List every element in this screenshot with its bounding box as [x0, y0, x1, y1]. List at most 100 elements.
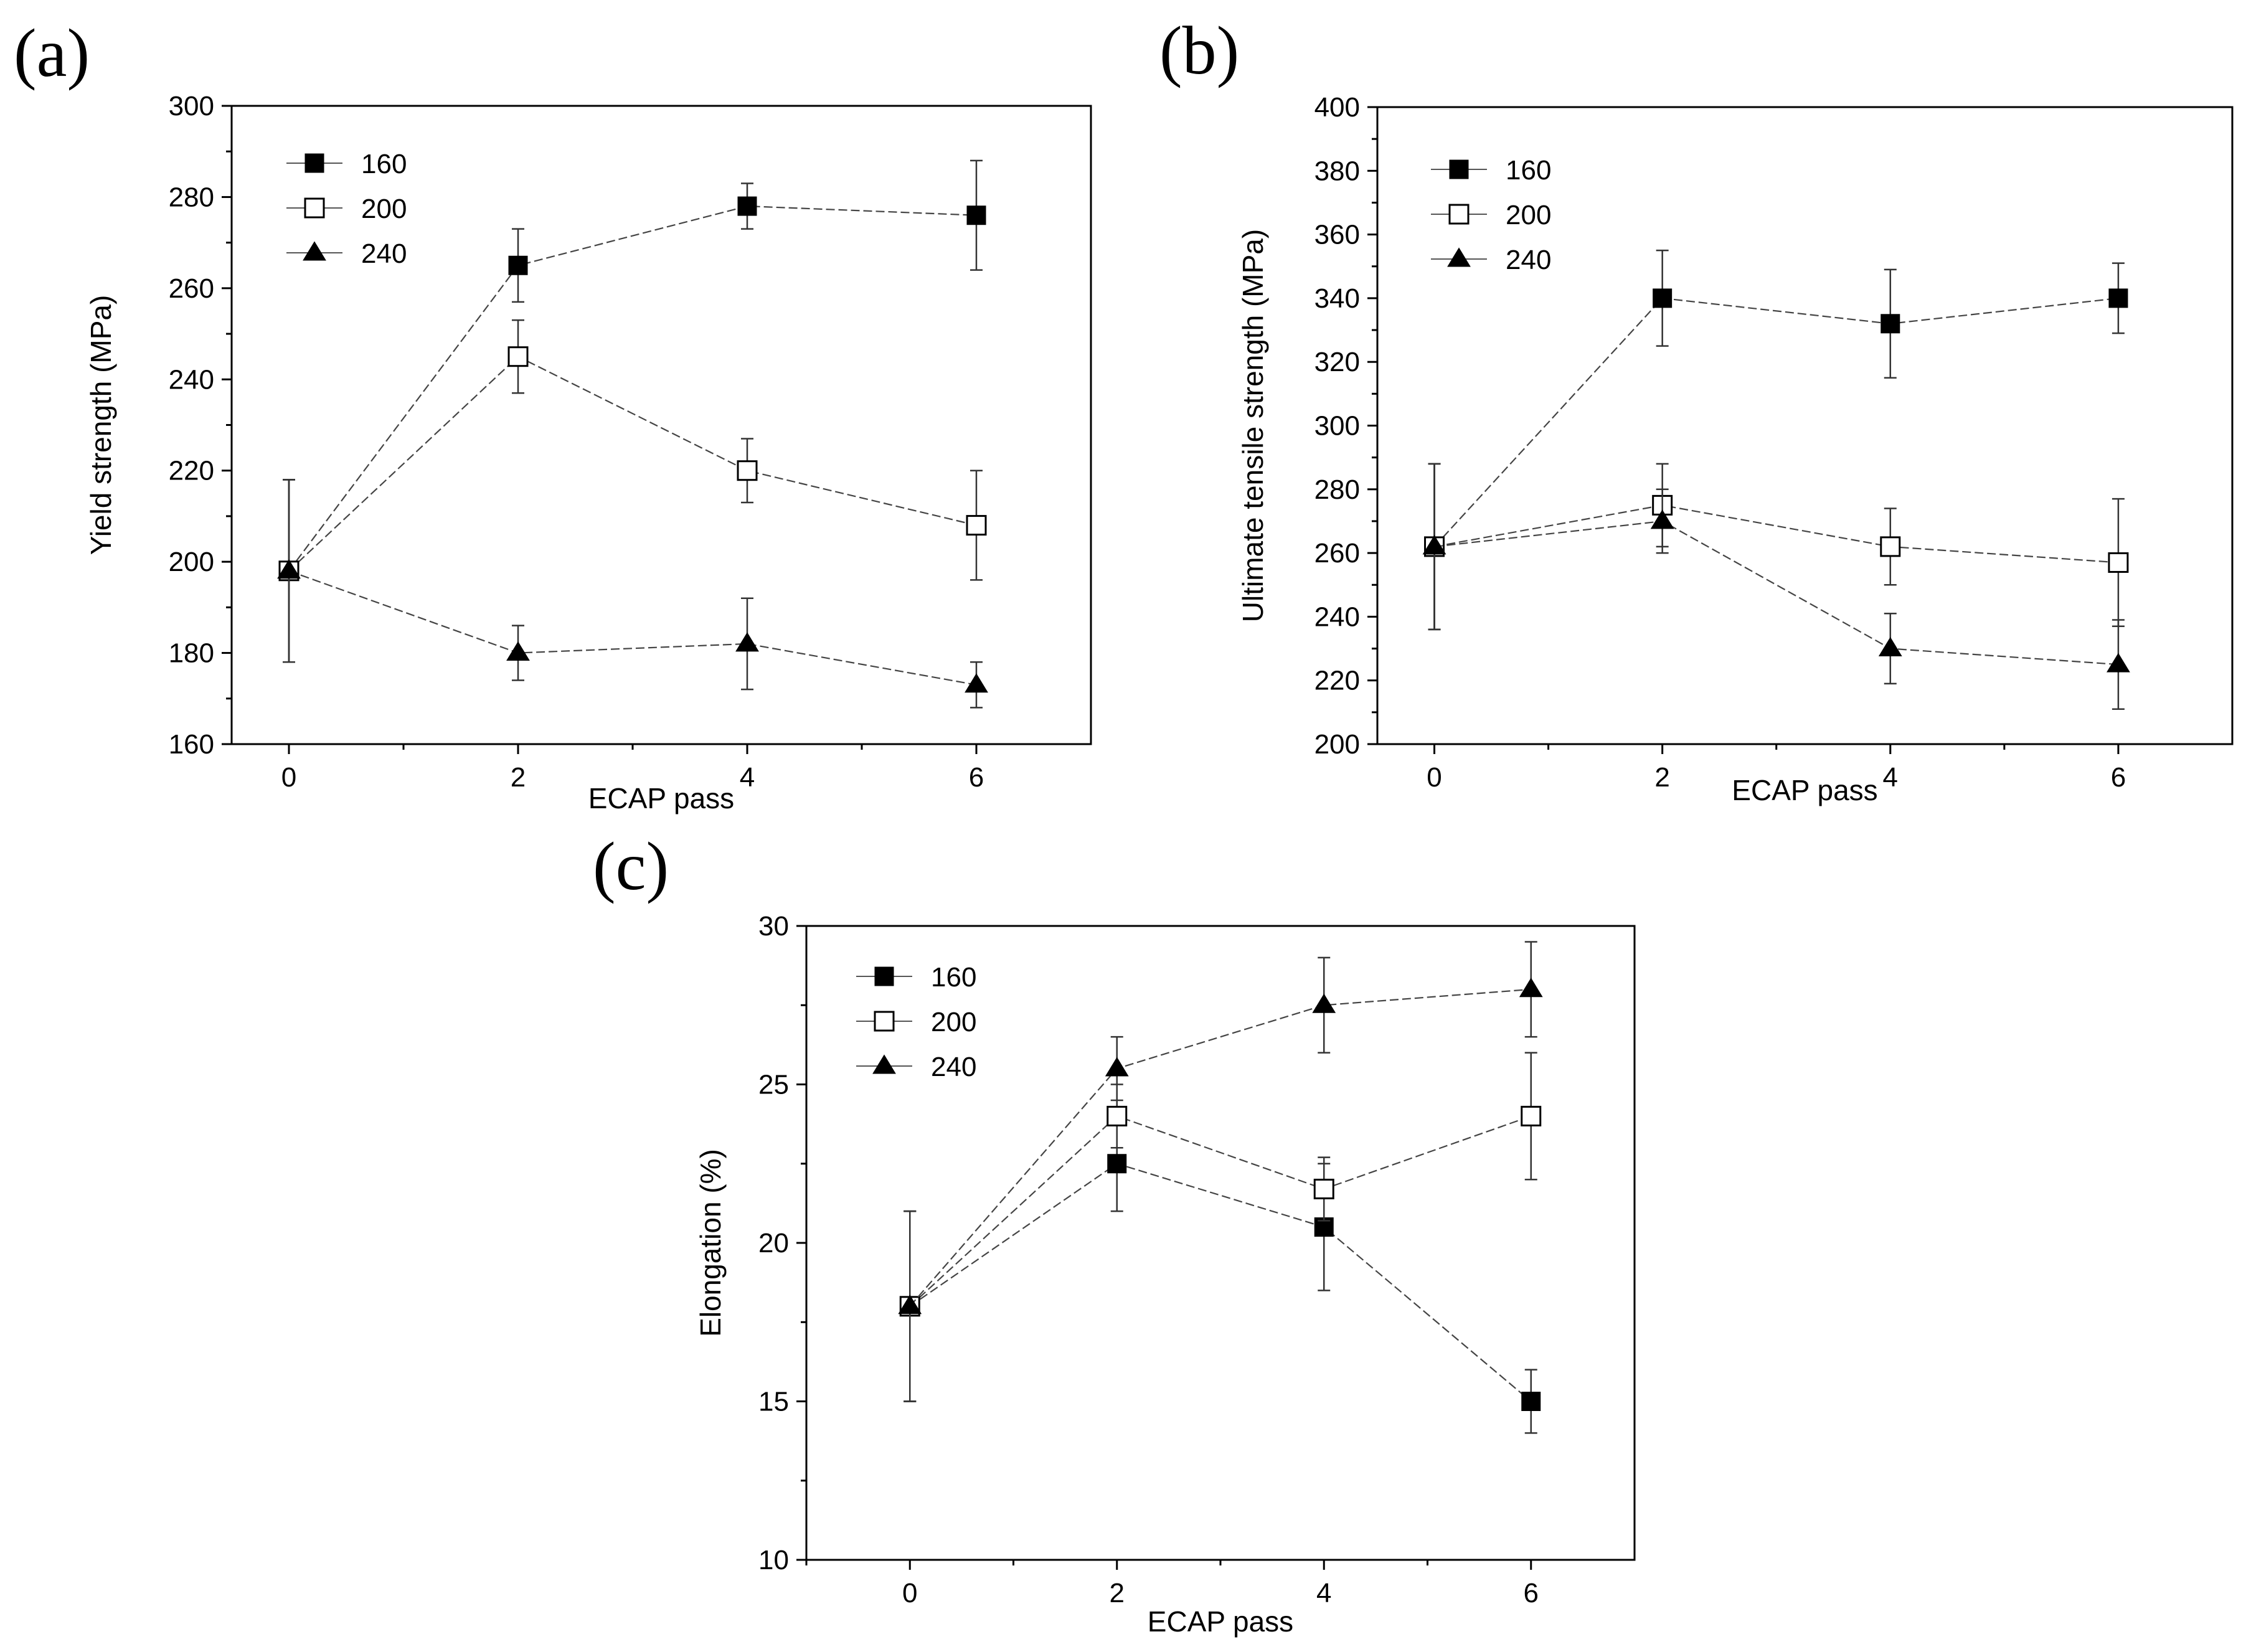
legend-marker — [1449, 159, 1469, 179]
data-point — [2108, 552, 2129, 573]
legend: 160 200 240 — [1431, 155, 1551, 275]
y-tick-label: 240 — [169, 364, 214, 395]
y-axis-title: Ultimate tensile strength (MPa) — [1237, 229, 1269, 622]
y-tick-label: 280 — [1314, 474, 1360, 505]
data-point — [1105, 1057, 1129, 1077]
panel-label: (a) — [14, 15, 90, 91]
legend-marker — [872, 1054, 896, 1074]
series-240 — [898, 941, 1543, 1402]
data-point — [737, 196, 757, 216]
series-line — [909, 1115, 1532, 1307]
series-240 — [277, 479, 988, 709]
y-tick-label: 260 — [169, 273, 214, 304]
y-tick-label: 280 — [169, 182, 214, 212]
data-point — [965, 673, 988, 693]
x-tick-label: 4 — [740, 762, 755, 793]
legend-label: 240 — [931, 1052, 976, 1082]
data-point — [1650, 509, 1674, 529]
series-line — [909, 1163, 1532, 1402]
legend-marker — [874, 1011, 895, 1032]
series-240 — [1422, 463, 2130, 710]
legend-label: 240 — [1506, 245, 1551, 275]
y-tick-label: 320 — [1314, 347, 1360, 377]
y-tick-label: 180 — [169, 638, 214, 669]
data-point — [2107, 653, 2130, 673]
data-point — [508, 255, 528, 275]
legend-label: 200 — [361, 194, 407, 224]
plot-frame — [230, 105, 1092, 745]
x-tick-label: 0 — [281, 762, 296, 793]
x-tick-label: 6 — [969, 762, 984, 793]
y-tick-label: 240 — [1314, 602, 1360, 632]
x-tick-label: 0 — [1427, 762, 1441, 793]
legend-marker — [874, 966, 894, 986]
legend-marker — [303, 241, 326, 261]
x-axis-title: ECAP pass — [1732, 774, 1877, 806]
data-point — [277, 559, 301, 579]
panel-label: (c) — [593, 828, 669, 904]
series-line — [1433, 297, 2119, 547]
panel-b-ultimate-tensile-strength: (b) 200 220 240 260 280 300 320 340 360 380 400 0 2 4 6… — [1159, 12, 2234, 806]
panel-c-elongation: (c) 10 15 20 25 30 0 2 4 6 ECAP pass Elongation (%)… — [593, 828, 1636, 1638]
series-line — [1434, 504, 2119, 564]
y-tick-label: 220 — [1314, 666, 1360, 696]
y-axis-title: Elongation (%) — [694, 1149, 727, 1337]
x-tick-label: 2 — [1654, 762, 1669, 793]
series-160 — [900, 1115, 1541, 1434]
legend-label: 160 — [361, 149, 407, 179]
panel-label: (b) — [1159, 12, 1239, 88]
y-tick-label: 300 — [1314, 411, 1360, 441]
y-tick-label: 220 — [169, 456, 214, 486]
series-160 — [1425, 249, 2128, 631]
y-tick-label: 200 — [169, 547, 214, 577]
data-point — [1878, 636, 1902, 657]
data-point — [1519, 978, 1543, 998]
y-tick-label: 25 — [758, 1070, 789, 1100]
x-tick-label: 0 — [902, 1578, 917, 1608]
data-point — [1107, 1154, 1127, 1174]
y-tick-label: 400 — [1314, 92, 1360, 123]
x-tick-label: 4 — [1316, 1578, 1331, 1608]
legend-label: 160 — [931, 962, 976, 993]
legend-label: 200 — [1506, 200, 1551, 230]
legend-marker — [304, 197, 325, 219]
data-point — [1880, 536, 1901, 557]
series-line — [288, 570, 977, 686]
legend-marker — [304, 153, 324, 173]
x-tick-label: 2 — [511, 762, 526, 793]
y-tick-label: 260 — [1314, 538, 1360, 569]
x-tick-label: 2 — [1110, 1578, 1125, 1608]
panel-a-yield-strength: (a) 160 180 200 220 240 260 280 300 0 2 4 6 ECAP pass… — [14, 15, 1092, 814]
y-tick-label: 380 — [1314, 156, 1360, 186]
data-point — [1521, 1392, 1541, 1411]
y-tick-label: 20 — [758, 1228, 789, 1258]
legend-label: 200 — [931, 1007, 976, 1037]
legend: 160 200 240 — [286, 149, 407, 269]
data-point — [1422, 535, 1446, 555]
series-200 — [1424, 463, 2129, 631]
series-200 — [899, 1052, 1542, 1402]
y-tick-label: 30 — [758, 911, 789, 942]
legend: 160 200 240 — [856, 962, 976, 1082]
data-point — [1313, 1178, 1334, 1199]
data-point — [735, 632, 759, 652]
data-point — [2108, 288, 2128, 308]
x-axis-title: ECAP pass — [588, 782, 734, 814]
series-line — [288, 356, 977, 572]
legend-label: 240 — [361, 238, 407, 269]
y-tick-label: 10 — [758, 1545, 789, 1575]
y-tick-label: 360 — [1314, 220, 1360, 250]
data-point — [966, 515, 987, 536]
legend-marker — [1448, 204, 1470, 225]
data-point — [1312, 993, 1336, 1013]
y-tick-label: 300 — [169, 91, 214, 121]
y-axis-title: Yield strength (MPa) — [85, 295, 117, 555]
data-point — [1880, 314, 1900, 334]
data-point — [1106, 1105, 1128, 1126]
data-point — [966, 205, 986, 225]
legend-label: 160 — [1506, 155, 1551, 186]
y-tick-label: 160 — [169, 729, 214, 760]
data-point — [506, 641, 530, 661]
x-tick-label: 4 — [1883, 762, 1898, 793]
